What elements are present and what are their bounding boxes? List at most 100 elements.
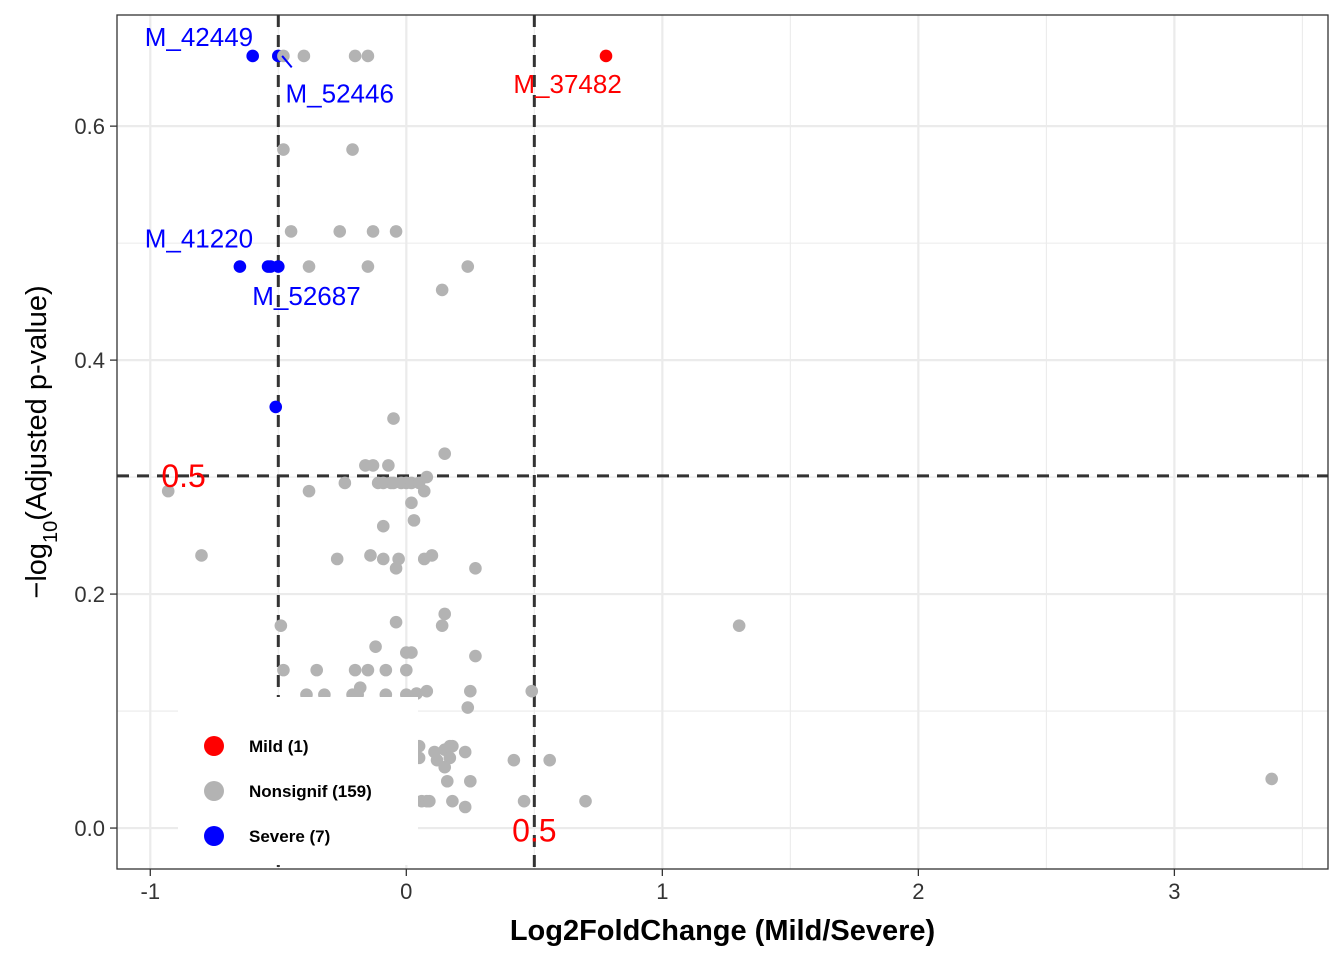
data-point-nonsignif (446, 794, 459, 808)
x-tick-label: 1 (656, 879, 668, 904)
point-label: M_52446 (286, 78, 394, 108)
plot-panel-border (116, 14, 1329, 870)
data-point-nonsignif (302, 484, 316, 498)
data-point-nonsignif (274, 619, 288, 632)
y-tick-label: 0.4 (74, 348, 105, 373)
data-point-nonsignif (366, 225, 380, 238)
data-point-nonsignif (297, 49, 311, 63)
data-point-nonsignif (405, 496, 418, 510)
data-point-nonsignif (407, 514, 421, 527)
point-label: M_37482 (513, 69, 621, 99)
data-point-nonsignif (417, 484, 431, 498)
data-point-nonsignif (346, 143, 359, 156)
legend-label: Severe (7) (249, 827, 330, 846)
data-point-nonsignif (464, 684, 477, 698)
x-tick-label: 0 (400, 879, 412, 904)
data-point-nonsignif (310, 663, 323, 677)
point-label: M_42449 (145, 22, 253, 52)
data-point-nonsignif (469, 562, 482, 575)
data-point-nonsignif (464, 774, 477, 788)
data-point-severe (271, 260, 285, 273)
data-point-nonsignif (732, 619, 746, 632)
data-point-nonsignif (458, 800, 472, 814)
legend-label: Nonsignif (159) (249, 782, 372, 801)
legend-key-mild (204, 736, 224, 756)
data-point-nonsignif (361, 663, 375, 677)
data-point-nonsignif (438, 760, 452, 774)
data-point-nonsignif (348, 49, 362, 63)
data-point-severe (269, 400, 283, 414)
data-point-nonsignif (330, 552, 344, 566)
data-point-nonsignif (195, 549, 208, 562)
data-point-nonsignif (361, 260, 375, 273)
data-point-nonsignif (405, 646, 418, 659)
x-tick-label: -1 (141, 879, 161, 904)
data-point-nonsignif (438, 447, 452, 460)
data-point-nonsignif (366, 459, 380, 472)
x-tick-label: 2 (912, 879, 924, 904)
data-point-nonsignif (376, 519, 390, 533)
y-tick-label: 0.6 (74, 114, 105, 139)
data-point-nonsignif (364, 549, 377, 562)
data-point-nonsignif (435, 619, 449, 632)
data-point-nonsignif (438, 607, 452, 621)
data-point-nonsignif (348, 663, 362, 677)
x-axis-title: Log2FoldChange (Mild/Severe) (510, 915, 935, 947)
data-point-nonsignif (333, 225, 347, 238)
data-point-nonsignif (389, 225, 403, 238)
data-point-nonsignif (517, 794, 531, 808)
data-point-nonsignif (389, 615, 403, 629)
point-label: M_52687 (252, 281, 360, 311)
data-point-nonsignif (410, 687, 423, 700)
legend: Mild (1) Nonsignif (159) Severe (7) (178, 697, 418, 865)
y-axis-title-main: (Adjusted p-value) (21, 285, 53, 520)
data-point-nonsignif (435, 283, 449, 297)
data-point-mild (599, 49, 613, 63)
label-connector (281, 55, 293, 69)
point-labels: 0.5 0.5 M_42449 M_52446 M_37482 M_41220 M_5268… (145, 22, 622, 848)
point-label: M_41220 (145, 223, 253, 253)
data-point-nonsignif (302, 260, 316, 273)
data-point-severe (246, 49, 259, 63)
data-point-nonsignif (461, 701, 475, 714)
x-tick-label: 3 (1168, 879, 1180, 904)
data-point-nonsignif (369, 640, 382, 654)
data-point-nonsignif (382, 459, 395, 472)
data-point-nonsignif (1265, 772, 1278, 786)
data-point-nonsignif (420, 470, 434, 484)
data-point-nonsignif (284, 225, 298, 238)
legend-key-severe (204, 826, 224, 846)
data-point-nonsignif (458, 745, 472, 759)
axis-ticks: -1 0 1 2 3 0.0 0.2 0.4 0.6 (74, 114, 1180, 904)
data-point-nonsignif (579, 794, 592, 808)
data-point-nonsignif (338, 476, 352, 490)
data-point-severe (233, 260, 247, 273)
legend-key-nonsignif (204, 781, 224, 801)
y-axis-title-subscript: 10 (40, 521, 62, 543)
data-point-nonsignif (525, 684, 539, 698)
data-point-nonsignif (376, 552, 390, 566)
data-point-nonsignif (423, 794, 436, 808)
data-point-nonsignif (420, 684, 434, 698)
y-tick-label: 0.0 (74, 816, 105, 841)
data-point-nonsignif (389, 562, 403, 575)
data-point-nonsignif (469, 649, 482, 663)
data-point-nonsignif (443, 751, 457, 765)
data-point-nonsignif (277, 663, 290, 677)
data-point-nonsignif (507, 753, 521, 767)
data-point-nonsignif (543, 753, 556, 767)
data-point-nonsignif (361, 49, 375, 63)
y-axis-title: −log10(Adjusted p-value) (21, 285, 62, 598)
data-point-nonsignif (400, 663, 413, 677)
threshold-label: 0.5 (512, 812, 556, 848)
data-point-nonsignif (440, 774, 454, 788)
data-point-nonsignif (425, 549, 439, 562)
data-point-nonsignif (277, 143, 290, 156)
y-axis-title-prefix: −log (21, 543, 53, 599)
data-point-nonsignif (161, 484, 175, 498)
legend-label: Mild (1) (249, 737, 309, 756)
threshold-label: 0.5 (161, 458, 205, 494)
data-point-nonsignif (379, 663, 393, 677)
y-tick-label: 0.2 (74, 582, 105, 607)
